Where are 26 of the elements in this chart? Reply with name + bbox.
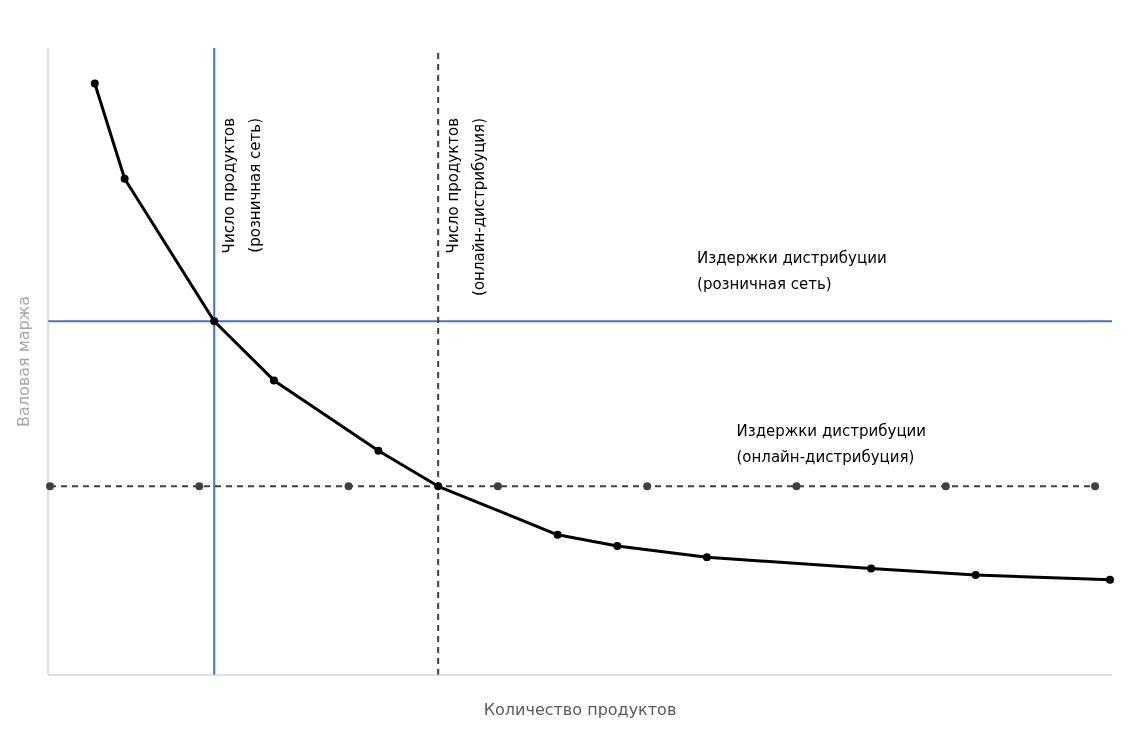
point xyxy=(971,571,980,580)
series-label: Издержки дистрибуции (онлайн-дистрибуция) xyxy=(736,422,927,467)
point xyxy=(120,174,129,183)
point xyxy=(344,482,353,491)
ref-line-label: Издержки дистрибуции (розничная сеть) xyxy=(697,249,887,294)
point xyxy=(269,376,278,385)
point xyxy=(702,553,711,562)
point xyxy=(553,530,562,539)
point xyxy=(493,482,502,491)
point xyxy=(941,482,950,491)
annotation: Число продуктов (розничная сеть) xyxy=(220,118,265,254)
point xyxy=(792,482,801,491)
point xyxy=(374,446,383,455)
point xyxy=(613,542,622,551)
point xyxy=(643,482,652,491)
point xyxy=(210,317,219,326)
point xyxy=(1091,482,1100,491)
point xyxy=(90,79,99,88)
point xyxy=(867,564,876,573)
point xyxy=(46,482,54,491)
point xyxy=(195,482,204,491)
point xyxy=(434,482,443,491)
x-axis-title: Количество продуктов xyxy=(483,700,677,719)
annotation: Число продуктов (онлайн-дистрибуция) xyxy=(444,118,489,296)
y-axis-title: Валовая маржа xyxy=(13,296,33,427)
point xyxy=(1106,575,1114,584)
